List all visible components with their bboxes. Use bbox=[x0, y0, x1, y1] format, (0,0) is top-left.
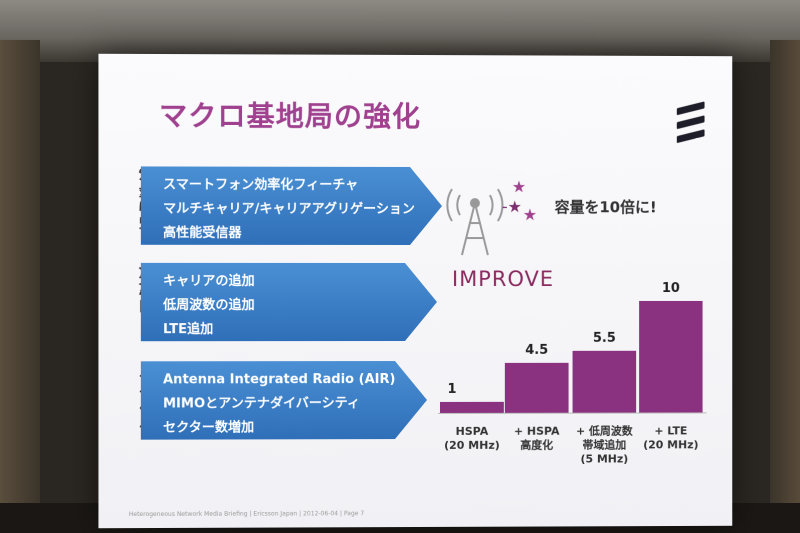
section-band-efficiency: スマートフォン効率化フィーチャ マルチキャリア/キャリアアグリゲーション 高性能… bbox=[141, 166, 442, 245]
chart-bar bbox=[440, 402, 504, 413]
wall-right bbox=[770, 40, 800, 533]
antenna-item: Antenna Integrated Radio (AIR) bbox=[163, 368, 427, 392]
capacity-text: 容量を10倍に! bbox=[555, 196, 657, 217]
chart-bar-value: 4.5 bbox=[505, 342, 569, 357]
chart-category-label: + HSPA 高度化 bbox=[502, 425, 572, 453]
star-icon: ★ bbox=[523, 205, 537, 224]
chart-category-label: + LTE (20 MHz) bbox=[636, 424, 705, 452]
chart-category-label: + 低周波数 帯域追加 (5 MHz) bbox=[570, 425, 640, 467]
section-band-frequency: キャリアの追加 低周波数の追加 LTE追加 bbox=[141, 263, 437, 341]
antenna-item: セクター数増加 bbox=[163, 416, 427, 441]
chart-bar-value: 1 bbox=[420, 382, 484, 397]
star-icon: -★ bbox=[502, 197, 522, 216]
ericsson-logo bbox=[677, 101, 707, 145]
star-icon: ★ bbox=[512, 177, 526, 196]
radio-tower-icon bbox=[440, 173, 510, 258]
chart-category-label: HSPA (20 MHz) bbox=[437, 425, 507, 453]
chart-bar-value: 10 bbox=[639, 281, 702, 296]
slide-title: マクロ基地局の強化 bbox=[159, 94, 421, 135]
efficiency-item: マルチキャリア/キャリアアグリゲーション bbox=[163, 198, 442, 222]
chart-bar bbox=[639, 301, 702, 413]
wall-top bbox=[0, 0, 800, 62]
wall-left bbox=[0, 40, 40, 533]
frequency-item: LTE追加 bbox=[163, 318, 437, 342]
slide-footer: Heterogeneous Network Media Briefing | E… bbox=[129, 510, 364, 518]
efficiency-item: スマートフォン効率化フィーチャ bbox=[163, 174, 442, 199]
chart-bar bbox=[573, 351, 637, 412]
chart-bar bbox=[505, 362, 569, 412]
improve-text: IMPROVE bbox=[452, 267, 554, 291]
antenna-item: MIMOとアンテナダイバーシティ bbox=[163, 392, 427, 417]
section-band-antenna: Antenna Integrated Radio (AIR) MIMOとアンテナ… bbox=[141, 361, 427, 440]
presentation-slide: マクロ基地局の強化 高効率化 スマートフォン効率化フィーチャ マルチキャリア/キ… bbox=[98, 54, 732, 528]
chart-bar-value: 5.5 bbox=[573, 331, 637, 346]
frequency-item: 低周波数の追加 bbox=[163, 294, 437, 318]
frequency-item: キャリアの追加 bbox=[163, 270, 437, 294]
efficiency-item: 高性能受信器 bbox=[163, 222, 442, 246]
